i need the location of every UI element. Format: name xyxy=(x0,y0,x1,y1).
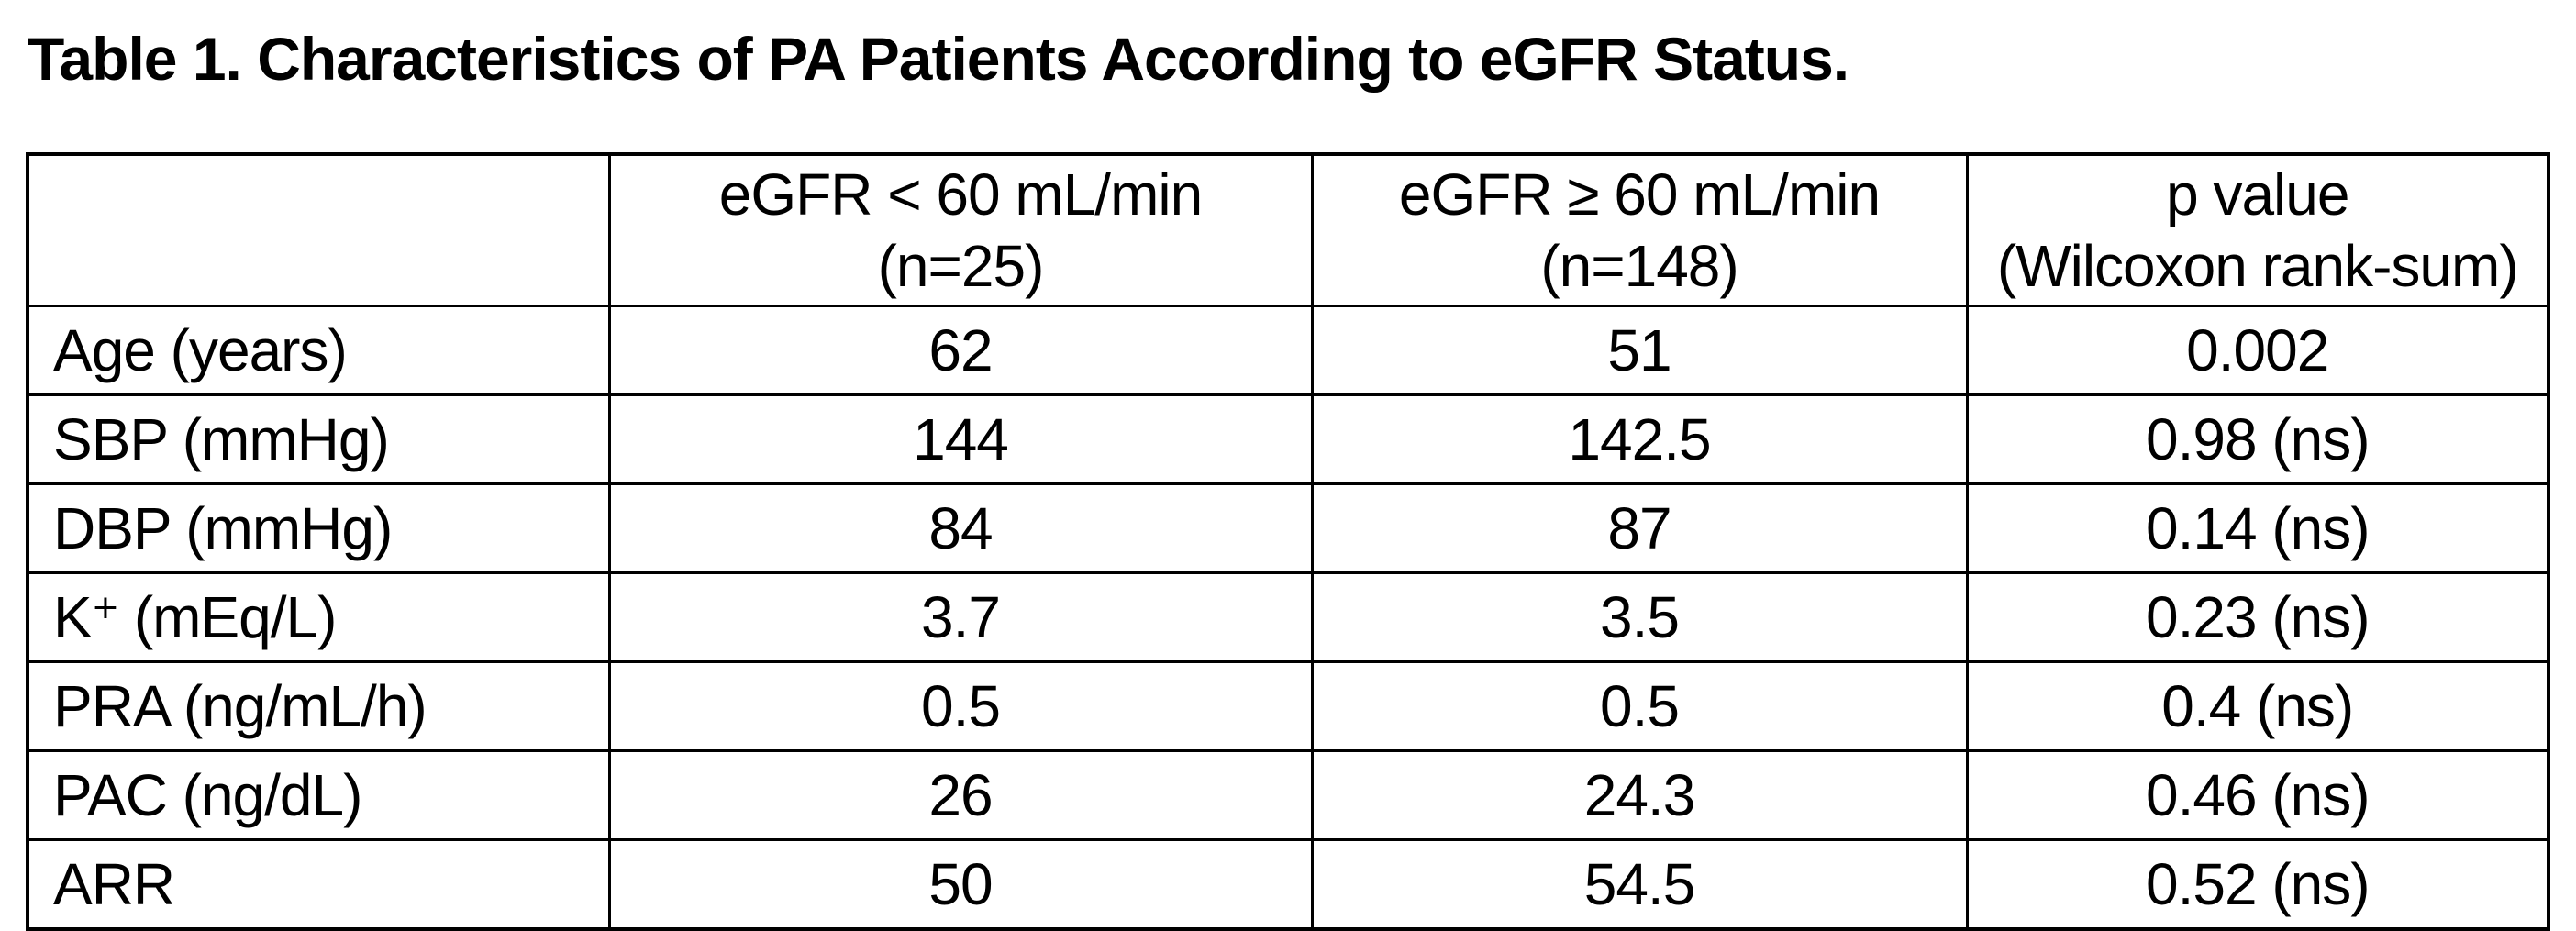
header-line2: (n=148) xyxy=(1540,233,1738,299)
cell-p-value: 0.52 (ns) xyxy=(1965,838,2550,931)
table-row-sbp: SBP (mmHg) 144 142.5 0.98 (ns) xyxy=(26,393,2550,485)
cell-p-value: 0.4 (ns) xyxy=(1965,660,2550,752)
header-cell-p-value: p value (Wilcoxon rank-sum) xyxy=(1965,152,2550,307)
header-cell-egfr-lt60: eGFR < 60 mL/min (n=25) xyxy=(607,152,1314,307)
header-cell-empty xyxy=(26,152,611,307)
table-row-pac: PAC (ng/dL) 26 24.3 0.46 (ns) xyxy=(26,749,2550,841)
header-line1: eGFR < 60 mL/min xyxy=(718,161,1203,227)
cell-egfr-lt60: 3.7 xyxy=(607,571,1314,663)
row-label: K⁺ (mEq/L) xyxy=(26,571,611,663)
cell-egfr-ge60: 142.5 xyxy=(1310,393,1969,485)
cell-egfr-lt60: 144 xyxy=(607,393,1314,485)
cell-p-value: 0.14 (ns) xyxy=(1965,482,2550,574)
row-label: PAC (ng/dL) xyxy=(26,749,611,841)
cell-egfr-ge60: 3.5 xyxy=(1310,571,1969,663)
header-row: eGFR < 60 mL/min (n=25) eGFR ≥ 60 mL/min… xyxy=(26,152,2550,307)
cell-egfr-ge60: 87 xyxy=(1310,482,1969,574)
cell-egfr-lt60: 50 xyxy=(607,838,1314,931)
characteristics-table: eGFR < 60 mL/min (n=25) eGFR ≥ 60 mL/min… xyxy=(26,152,2550,931)
cell-p-value: 0.46 (ns) xyxy=(1965,749,2550,841)
table-row-arr: ARR 50 54.5 0.52 (ns) xyxy=(26,838,2550,931)
cell-p-value: 0.98 (ns) xyxy=(1965,393,2550,485)
cell-p-value: 0.002 xyxy=(1965,305,2550,396)
header-line2: (n=25) xyxy=(877,233,1045,299)
cell-egfr-lt60: 26 xyxy=(607,749,1314,841)
table-title: Table 1. Characteristics of PA Patients … xyxy=(28,25,1849,93)
row-label: PRA (ng/mL/h) xyxy=(26,660,611,752)
row-label: SBP (mmHg) xyxy=(26,393,611,485)
header-line1: eGFR ≥ 60 mL/min xyxy=(1398,161,1881,227)
table-row-dbp: DBP (mmHg) 84 87 0.14 (ns) xyxy=(26,482,2550,574)
cell-egfr-ge60: 54.5 xyxy=(1310,838,1969,931)
cell-egfr-lt60: 84 xyxy=(607,482,1314,574)
table-row-pra: PRA (ng/mL/h) 0.5 0.5 0.4 (ns) xyxy=(26,660,2550,752)
cell-egfr-lt60: 0.5 xyxy=(607,660,1314,752)
table-row-potassium: K⁺ (mEq/L) 3.7 3.5 0.23 (ns) xyxy=(26,571,2550,663)
cell-egfr-ge60: 0.5 xyxy=(1310,660,1969,752)
cell-p-value: 0.23 (ns) xyxy=(1965,571,2550,663)
header-line1: p value xyxy=(2166,161,2349,227)
cell-egfr-ge60: 24.3 xyxy=(1310,749,1969,841)
header-line2: (Wilcoxon rank-sum) xyxy=(1996,233,2519,299)
table-row-age: Age (years) 62 51 0.002 xyxy=(26,305,2550,396)
header-cell-egfr-ge60: eGFR ≥ 60 mL/min (n=148) xyxy=(1310,152,1969,307)
row-label: DBP (mmHg) xyxy=(26,482,611,574)
cell-egfr-ge60: 51 xyxy=(1310,305,1969,396)
cell-egfr-lt60: 62 xyxy=(607,305,1314,396)
row-label: Age (years) xyxy=(26,305,611,396)
row-label: ARR xyxy=(26,838,611,931)
